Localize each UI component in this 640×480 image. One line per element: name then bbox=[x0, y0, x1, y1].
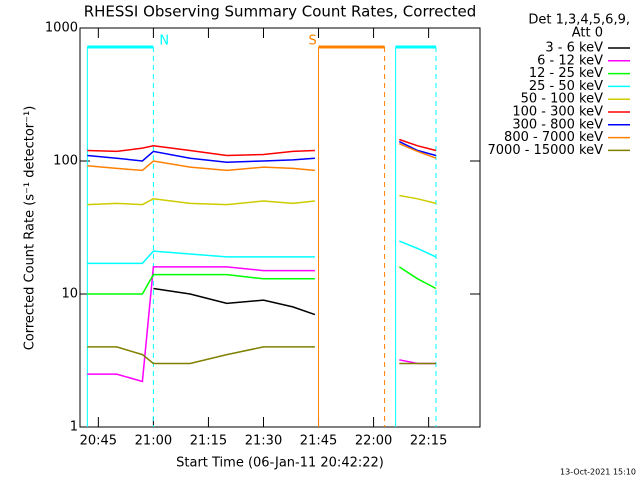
legend-label: 300 - 800 keV bbox=[512, 117, 603, 132]
x-axis-label: Start Time (06-Jan-11 20:42:22) bbox=[176, 456, 384, 471]
series-line bbox=[87, 140, 437, 163]
legend-title: Det 1,3,4,5,6,9, bbox=[528, 13, 630, 28]
legend-label: 3 - 6 keV bbox=[545, 41, 603, 56]
y-tick-label: 1000 bbox=[45, 21, 78, 36]
x-tick-label: 22:15 bbox=[410, 434, 447, 449]
flag-label: S bbox=[309, 34, 317, 49]
x-tick-label: 21:30 bbox=[245, 434, 282, 449]
y-tick-label: 10 bbox=[61, 287, 78, 302]
chart-title: RHESSI Observing Summary Count Rates, Co… bbox=[84, 3, 477, 21]
x-tick-label: 22:00 bbox=[355, 434, 392, 449]
legend-label: 50 - 100 keV bbox=[521, 92, 604, 107]
x-tick-label: 21:15 bbox=[190, 434, 227, 449]
legend-label: 7000 - 15000 keV bbox=[488, 143, 604, 158]
plot-frame bbox=[79, 27, 481, 428]
y-tick-label: 100 bbox=[53, 154, 78, 169]
x-tick-label: 20:45 bbox=[80, 434, 117, 449]
series-line bbox=[87, 266, 437, 295]
series-line bbox=[87, 240, 437, 265]
legend-label: 6 - 12 keV bbox=[537, 53, 603, 68]
footer: 13-Oct-2021 15:10 bbox=[560, 468, 636, 477]
y-tick-label: 1 bbox=[70, 420, 78, 435]
legend-title: Att 0 bbox=[572, 26, 603, 41]
series-line bbox=[87, 138, 437, 157]
legend-label: 12 - 25 keV bbox=[529, 66, 603, 81]
y-axis-label: Corrected Count Rate (s⁻¹ detector⁻¹) bbox=[23, 106, 38, 351]
legend-label: 100 - 300 keV bbox=[512, 105, 603, 120]
x-tick-label: 21:45 bbox=[300, 434, 337, 449]
series-line bbox=[153, 287, 316, 316]
legend-label: 800 - 7000 keV bbox=[504, 130, 603, 145]
series-line bbox=[87, 346, 436, 365]
flag-label: N bbox=[159, 34, 169, 49]
series-line bbox=[87, 194, 437, 206]
series-line bbox=[87, 143, 437, 172]
legend-label: 25 - 50 keV bbox=[529, 79, 603, 94]
x-tick-label: 21:00 bbox=[135, 434, 172, 449]
